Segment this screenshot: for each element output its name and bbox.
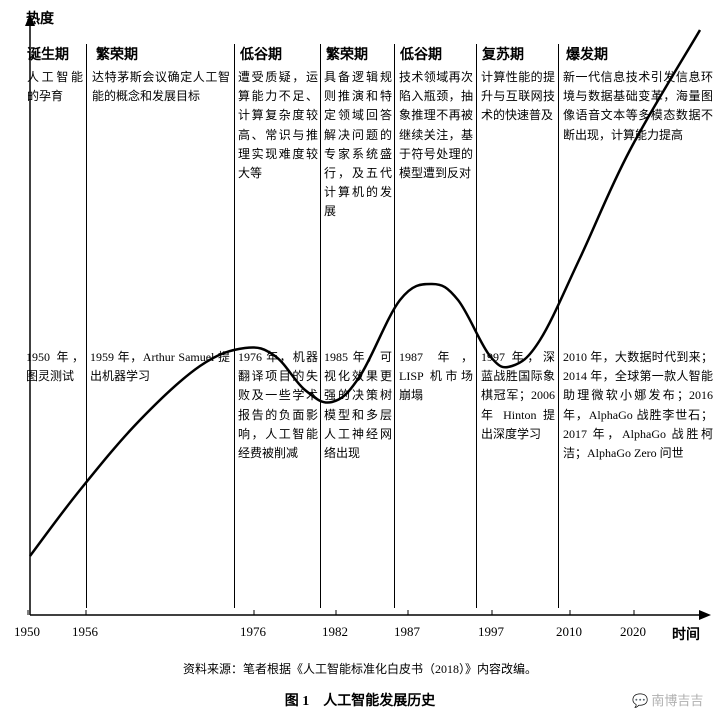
milestone: 1985 年，可视化效果更强的决策树模型和多层人工神经网络出现 xyxy=(324,348,392,463)
period-title: 爆发期 xyxy=(566,44,608,64)
milestone: 1987 年，LISP 机市场崩塌 xyxy=(399,348,473,406)
period-divider xyxy=(320,44,321,608)
period-title: 低谷期 xyxy=(240,44,282,64)
x-tick: 2010 xyxy=(556,624,582,640)
x-axis-label: 时间 xyxy=(672,624,700,644)
source-note: 资料来源：笔者根据《人工智能标准化白皮书（2018）》内容改编。 xyxy=(0,660,720,677)
y-axis-label: 热度 xyxy=(26,8,54,28)
x-tick: 1997 xyxy=(478,624,504,640)
milestone: 2010 年，大数据时代到来；2014 年，全球第一款人智能助理微软小娜发布；2… xyxy=(563,348,713,463)
period-divider xyxy=(558,44,559,608)
x-tick: 1950 xyxy=(14,624,40,640)
period-desc: 遭受质疑，运算能力不足、计算复杂度较高、常识与推理实现难度较大等 xyxy=(238,68,318,183)
milestone: 1959 年，Arthur Samuel 提出机器学习 xyxy=(90,348,230,386)
x-tick: 1956 xyxy=(72,624,98,640)
period-title: 繁荣期 xyxy=(96,44,138,64)
watermark: 💬 南博吉吉 xyxy=(632,690,703,709)
period-desc: 技术领域再次陷入瓶颈，抽象推理不再被继续关注，基于符号处理的模型遭到反对 xyxy=(399,68,473,183)
period-divider xyxy=(476,44,477,608)
milestone: 1997 年，深蓝战胜国际象棋冠军；2006 年 Hinton 提出深度学习 xyxy=(481,348,555,444)
period-divider xyxy=(394,44,395,608)
period-desc: 人工智能的孕育 xyxy=(27,68,83,106)
period-desc: 具备逻辑规则推演和特定领域回答解决问题的专家系统盛行，及五代计算机的发展 xyxy=(324,68,392,222)
x-tick: 2020 xyxy=(620,624,646,640)
period-divider xyxy=(234,44,235,608)
period-title: 诞生期 xyxy=(27,44,69,64)
milestone: 1976 年，机器翻译项目的失败及一些学术报告的负面影响，人工智能经费被削减 xyxy=(238,348,318,463)
period-title: 繁荣期 xyxy=(326,44,368,64)
x-tick: 1976 xyxy=(240,624,266,640)
period-title: 低谷期 xyxy=(400,44,442,64)
period-title: 复苏期 xyxy=(482,44,524,64)
milestone: 1950 年，图灵测试 xyxy=(26,348,84,386)
x-tick: 1987 xyxy=(394,624,420,640)
figure-caption: 图 1 人工智能发展历史 xyxy=(0,690,720,710)
period-desc: 计算性能的提升与互联网技术的快速普及 xyxy=(481,68,555,126)
x-tick: 1982 xyxy=(322,624,348,640)
period-desc: 达特茅斯会议确定人工智能的概念和发展目标 xyxy=(92,68,230,106)
period-desc: 新一代信息技术引发信息环境与数据基础变革，海量图像语音文本等多模态数据不断出现，… xyxy=(563,68,713,145)
period-divider xyxy=(86,44,87,608)
